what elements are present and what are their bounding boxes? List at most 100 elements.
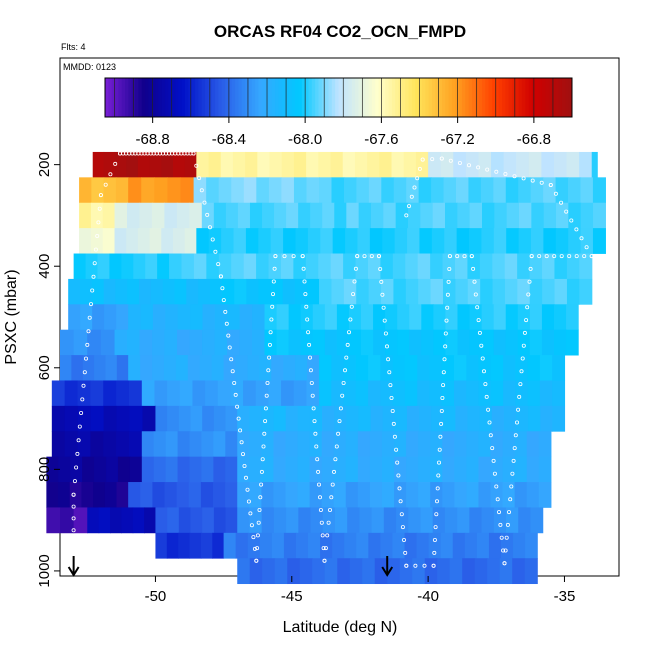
colorbar-swatch xyxy=(245,78,249,117)
heatmap-cell xyxy=(542,253,556,280)
flight-track-point xyxy=(256,520,261,525)
flight-track-point xyxy=(246,499,251,504)
heatmap-cell xyxy=(343,177,357,204)
heatmap-cell xyxy=(531,202,545,229)
heatmap-cell xyxy=(467,253,481,280)
heatmap-cell xyxy=(493,228,507,254)
heatmap-cell xyxy=(68,304,81,331)
heatmap-cell xyxy=(490,355,504,381)
heatmap-cell xyxy=(128,304,142,331)
heatmap-cell xyxy=(79,177,92,204)
heatmap-cell xyxy=(504,278,518,305)
heatmap-cell xyxy=(357,456,371,483)
flight-track-point xyxy=(319,520,324,525)
heatmap-cell xyxy=(420,202,434,229)
heatmap-cell xyxy=(80,278,93,305)
colorbar-swatch xyxy=(445,78,450,117)
colorbar-swatch xyxy=(538,78,543,117)
heatmap-cell xyxy=(331,380,345,407)
flight-track-point xyxy=(517,394,522,399)
heatmap-cell xyxy=(295,355,308,381)
heatmap-cell xyxy=(256,253,270,280)
heatmap-cell xyxy=(68,278,81,305)
colorbar-swatch xyxy=(528,78,533,117)
colorbar-swatch xyxy=(248,78,253,117)
flight-track-point xyxy=(223,309,228,314)
flight-track-point xyxy=(302,279,307,284)
heatmap-cell xyxy=(128,482,141,508)
heatmap-cell xyxy=(454,456,467,483)
flight-track-point xyxy=(448,158,453,163)
heatmap-cell xyxy=(330,151,344,178)
heatmap-cell xyxy=(412,558,426,585)
colorbar-swatch xyxy=(375,78,380,117)
heatmap-layer xyxy=(46,151,606,585)
flight-track-point xyxy=(77,424,82,429)
heatmap-cell xyxy=(298,507,312,534)
flights-label: Flts: 4 xyxy=(61,42,86,52)
flight-track-point xyxy=(95,233,100,238)
heatmap-cell xyxy=(262,202,275,229)
flight-track-point xyxy=(443,344,448,349)
colorbar-swatch xyxy=(558,78,563,117)
heatmap-cell xyxy=(478,380,492,407)
heatmap-cell xyxy=(566,253,580,280)
heatmap-cell xyxy=(370,202,384,229)
heatmap-cell xyxy=(121,253,134,280)
heatmap-cell xyxy=(580,177,594,204)
heatmap-cell xyxy=(144,507,157,534)
flight-track-point xyxy=(528,266,533,271)
heatmap-cell xyxy=(369,431,383,458)
heatmap-cell xyxy=(201,456,214,483)
flight-track-point xyxy=(268,330,273,335)
heatmap-cell xyxy=(479,253,493,280)
heatmap-cell xyxy=(293,253,307,280)
heatmap-cell xyxy=(349,558,363,585)
flight-track-point xyxy=(316,469,321,474)
heatmap-cell xyxy=(243,380,257,407)
heatmap-cell xyxy=(213,456,226,483)
date-label: MMDD: 0123 xyxy=(63,62,116,72)
colorbar-swatch xyxy=(215,78,219,117)
heatmap-cell xyxy=(417,380,431,407)
heatmap-cell xyxy=(457,304,471,331)
heatmap-cell xyxy=(538,456,552,483)
colorbar-swatch xyxy=(515,78,520,117)
heatmap-cell xyxy=(466,456,480,483)
heatmap-cell xyxy=(331,355,345,381)
colorbar-swatch xyxy=(511,78,516,117)
colorbar-swatch xyxy=(308,78,313,117)
flight-track-point xyxy=(71,516,76,521)
flight-track-point xyxy=(438,434,443,439)
heatmap-cell xyxy=(593,202,606,229)
heatmap-cell xyxy=(333,482,347,508)
heatmap-cell xyxy=(555,177,569,204)
flight-track-point xyxy=(404,213,409,218)
heatmap-cell xyxy=(457,202,471,229)
heatmap-cell xyxy=(579,151,593,178)
flight-track-point xyxy=(433,525,438,530)
heatmap-cell xyxy=(104,304,117,331)
heatmap-cell xyxy=(524,558,538,585)
colorbar-swatch xyxy=(555,78,560,117)
heatmap-cell xyxy=(117,456,131,483)
colorbar-swatch xyxy=(498,78,503,117)
flight-track-point xyxy=(417,166,422,171)
heatmap-cell xyxy=(308,532,321,559)
heatmap-cell xyxy=(322,405,335,432)
heatmap-cell xyxy=(127,202,141,229)
heatmap-cell xyxy=(343,253,357,280)
flight-track-point xyxy=(413,563,418,568)
colorbar-swatch xyxy=(275,78,279,117)
heatmap-cell xyxy=(152,482,166,508)
colorbar-swatch xyxy=(485,78,490,117)
heatmap-cell xyxy=(505,304,519,331)
heatmap-cell xyxy=(206,177,220,204)
flight-track-point xyxy=(207,225,212,230)
flight-track-point xyxy=(312,419,317,424)
heatmap-cell xyxy=(221,228,235,254)
flight-track-point xyxy=(311,406,316,411)
heatmap-cell xyxy=(213,202,227,229)
flight-track-point xyxy=(436,473,441,478)
heatmap-cell xyxy=(128,177,142,204)
